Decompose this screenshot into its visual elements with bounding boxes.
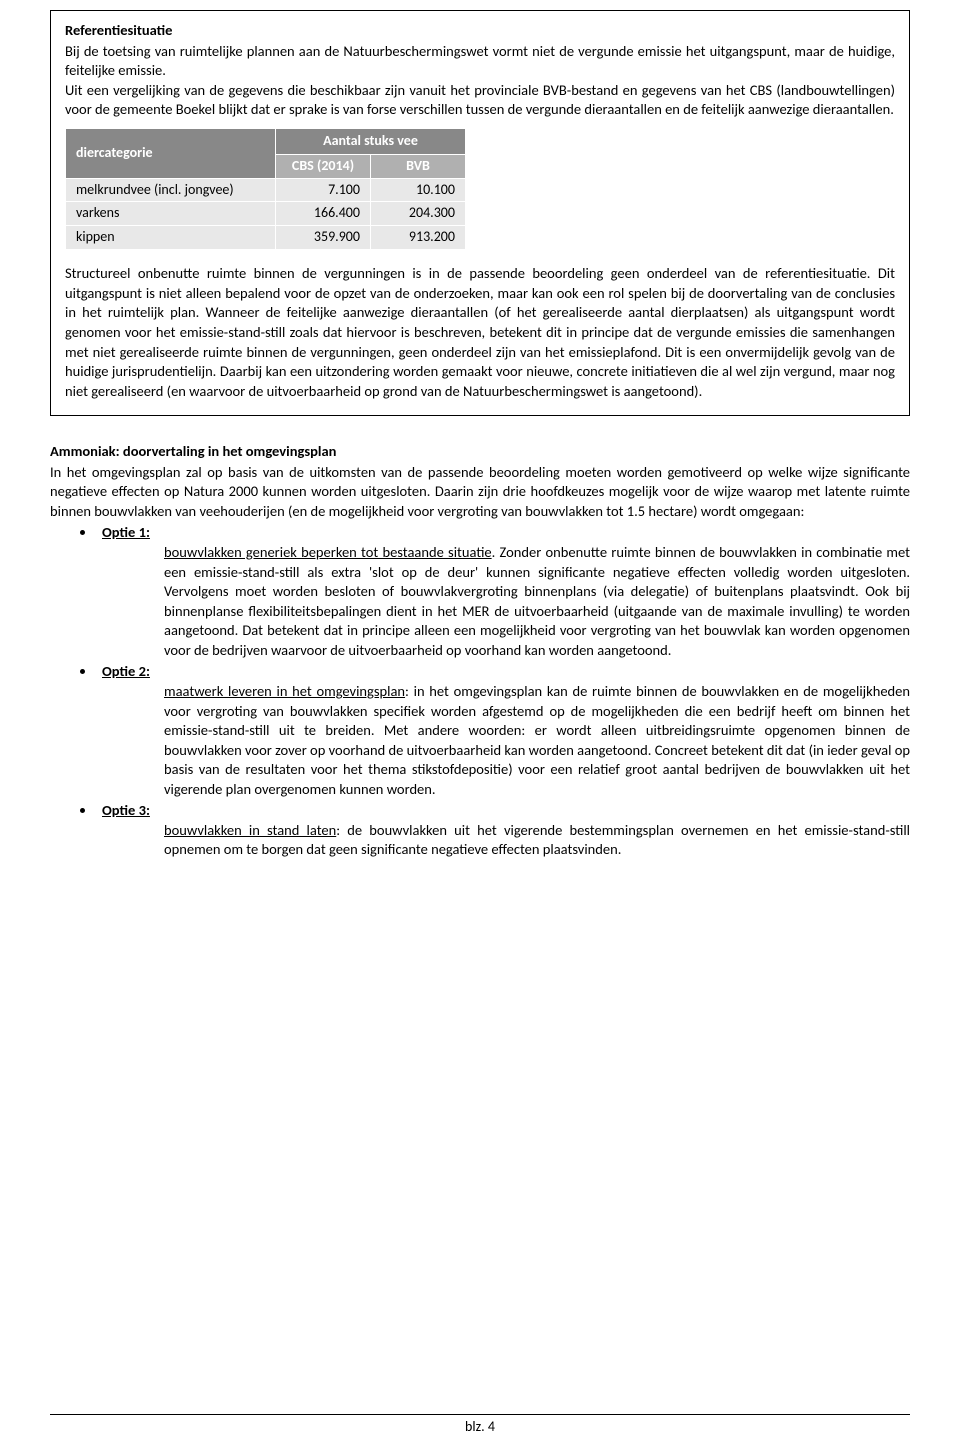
cell-bvb: 10.100 (371, 178, 466, 202)
cell-cbs: 7.100 (276, 178, 371, 202)
option-lead: maatwerk leveren in het omgevingsplan (164, 682, 405, 700)
subcol-cbs: CBS (2014) (276, 154, 371, 178)
framed-box: Referentiesituatie Bij de toetsing van r… (50, 10, 910, 416)
option-body: bouwvlakken in stand laten: de bouwvlakk… (164, 821, 910, 860)
option-label: Optie 1: (102, 523, 150, 541)
option-label: Optie 3: (102, 801, 150, 819)
list-item: Optie 2: maatwerk leveren in het omgevin… (96, 662, 910, 799)
dier-table: diercategorie Aantal stuks vee CBS (2014… (65, 128, 466, 250)
table-row: melkrundvee (incl. jongvee) 7.100 10.100 (66, 178, 466, 202)
option-body: maatwerk leveren in het omgevingsplan: i… (164, 682, 910, 799)
options-list: Optie 1: bouwvlakken generiek beperken t… (50, 523, 910, 860)
box-intro: Bij de toetsing van ruimtelijke plannen … (65, 42, 895, 81)
cell-cbs: 166.400 (276, 202, 371, 226)
option-label: Optie 2: (102, 662, 150, 680)
page: Referentiesituatie Bij de toetsing van r… (0, 0, 960, 1451)
cell-label: melkrundvee (incl. jongvee) (66, 178, 276, 202)
box-heading: Referentiesituatie (65, 21, 895, 41)
option-lead: bouwvlakken in stand laten (164, 821, 336, 839)
cell-label: kippen (66, 226, 276, 250)
footer-rule (50, 1414, 910, 1415)
list-item: Optie 1: bouwvlakken generiek beperken t… (96, 523, 910, 660)
section-heading: Ammoniak: doorvertaling in het omgevings… (50, 442, 910, 462)
table-header-row: diercategorie Aantal stuks vee (66, 128, 466, 154)
col-aantal: Aantal stuks vee (276, 128, 466, 154)
option-lead: bouwvlakken generiek beperken tot bestaa… (164, 543, 492, 561)
cell-cbs: 359.900 (276, 226, 371, 250)
table-row: kippen 359.900 913.200 (66, 226, 466, 250)
section-ammoniak: Ammoniak: doorvertaling in het omgevings… (50, 442, 910, 860)
box-para3: Structureel onbenutte ruimte binnen de v… (65, 264, 895, 401)
list-item: Optie 3: bouwvlakken in stand laten: de … (96, 801, 910, 860)
cell-bvb: 913.200 (371, 226, 466, 250)
cell-bvb: 204.300 (371, 202, 466, 226)
box-para2: Uit een vergelijking van de gegevens die… (65, 81, 895, 120)
col-category: diercategorie (66, 128, 276, 178)
table-row: varkens 166.400 204.300 (66, 202, 466, 226)
option-body: bouwvlakken generiek beperken tot bestaa… (164, 543, 910, 660)
section-intro: In het omgevingsplan zal op basis van de… (50, 463, 910, 522)
subcol-bvb: BVB (371, 154, 466, 178)
page-number: blz. 4 (0, 1418, 960, 1437)
cell-label: varkens (66, 202, 276, 226)
